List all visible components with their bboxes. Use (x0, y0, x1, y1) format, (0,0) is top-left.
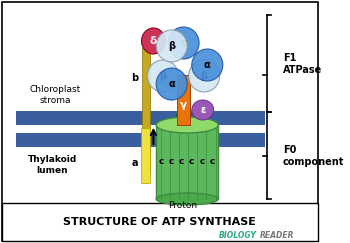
Bar (16, 111, 265, 125)
Ellipse shape (156, 117, 218, 133)
Bar (2, 203, 318, 241)
Text: F1
ATPase: F1 ATPase (283, 53, 322, 75)
Bar (141, 48, 150, 171)
Text: c: c (169, 156, 174, 165)
Text: c: c (189, 156, 195, 165)
Text: δ: δ (150, 36, 157, 46)
Text: READER: READER (260, 231, 295, 240)
Bar (141, 128, 150, 183)
Text: c: c (159, 156, 164, 165)
Text: a: a (132, 158, 138, 168)
Text: β: β (168, 41, 175, 51)
Ellipse shape (156, 68, 187, 100)
Text: α: α (204, 60, 211, 70)
Text: ε: ε (200, 105, 205, 115)
Text: c: c (199, 156, 204, 165)
Ellipse shape (156, 30, 187, 62)
Text: β: β (201, 71, 208, 81)
Bar (16, 133, 265, 147)
Text: STRUCTURE OF ATP SYNTHASE: STRUCTURE OF ATP SYNTHASE (63, 217, 256, 227)
Ellipse shape (141, 28, 165, 54)
Text: β: β (160, 71, 167, 81)
Text: BIOLOGY: BIOLOGY (219, 231, 257, 240)
Text: γ: γ (180, 100, 187, 110)
Text: F0
component: F0 component (283, 145, 344, 167)
Text: c: c (179, 156, 184, 165)
Text: c: c (209, 156, 215, 165)
Ellipse shape (147, 60, 178, 92)
Text: α: α (180, 38, 187, 48)
Ellipse shape (192, 100, 214, 120)
Ellipse shape (156, 193, 218, 205)
Ellipse shape (189, 60, 220, 92)
Text: Chloroplast
stroma: Chloroplast stroma (29, 85, 81, 105)
Text: α: α (168, 79, 175, 89)
Bar (156, 125, 218, 199)
Text: b: b (132, 73, 139, 83)
Bar (177, 75, 190, 125)
Text: Thylakoid
lumen: Thylakoid lumen (27, 155, 77, 175)
Ellipse shape (168, 27, 199, 59)
Text: Proton: Proton (168, 200, 197, 209)
Ellipse shape (192, 49, 223, 81)
